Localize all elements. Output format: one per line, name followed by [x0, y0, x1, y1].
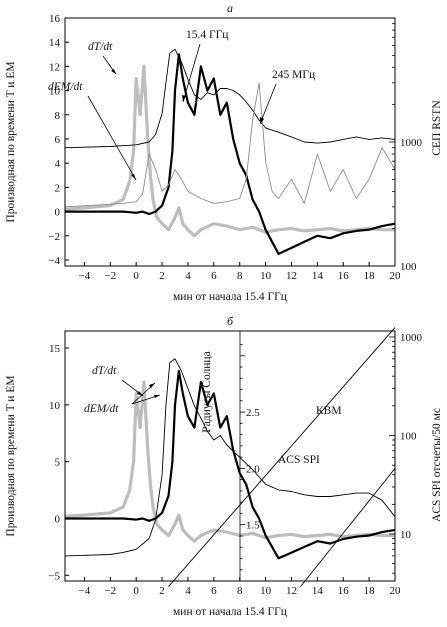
panel-b-plot	[64, 327, 396, 587]
panel-a-x-tick-label: 8	[237, 270, 243, 282]
panel-b: б −4 −2 0 2 4 6 8 10 12 14 16 18 20 −5 0 5 10 15 1.5 2.0 2…	[5, 314, 443, 618]
panel-a-plot	[64, 48, 396, 255]
panel-b-x-axis: −4 −2 0 2 4 6 8 10 12 14 16 18 20	[79, 577, 401, 597]
panel-a-x-tick-label: 18	[364, 270, 376, 282]
panel-b-arrowhead-dem-2	[154, 395, 160, 398]
panel-b-x-tick-label: 4	[185, 585, 191, 597]
panel-a-x-tick-label: 12	[286, 270, 297, 282]
panel-b-y-tick-label: 5	[55, 457, 61, 469]
panel-b-x-tick-label: 6	[211, 585, 217, 597]
panel-a: а −4 −2 0 2 4 6 8 10 12 14 16 18 20 −4 −2 0 2 4 6 8 10 12 14 1…	[5, 1, 443, 303]
panel-a-arrow-245	[259, 83, 277, 125]
panel-b-annotation-kvm: КВМ	[316, 405, 342, 417]
panel-b-mid-tick-label: 1.5	[246, 520, 260, 532]
panel-b-x-tick-label: 20	[390, 585, 402, 597]
panel-b-y-tick-label: 10	[49, 400, 61, 412]
panel-b-y-tick-label: 15	[49, 343, 61, 355]
panel-a-x-tick-label: 14	[312, 270, 324, 282]
panel-b-series-dT	[64, 380, 395, 543]
panel-a-x-tick-label: 0	[133, 270, 139, 282]
panel-a-series-dT	[64, 64, 395, 238]
panel-a-y-axis: −4 −2 0 2 4 6 8 10 12 14 16	[48, 13, 69, 267]
panel-b-x-tick-label: 18	[364, 585, 376, 597]
panel-b-x-tick-label: 12	[286, 585, 297, 597]
panel-b-y-axis: −5 0 5 10 15	[48, 343, 69, 582]
panel-a-x-tick-label: 20	[390, 270, 402, 282]
panel-a-y-tick-label: 2	[55, 182, 61, 194]
panel-b-series-kvm1	[168, 327, 396, 587]
panel-b-y-tick-label: −5	[48, 570, 60, 582]
panel-b-x-tick-label: 16	[338, 585, 350, 597]
panel-a-arrowhead-dt	[111, 69, 116, 74]
panel-b-mid-tick-label: 2.0	[246, 463, 260, 475]
panel-b-x-tick-label: −2	[104, 585, 116, 597]
panel-b-y-tick-label: 0	[55, 514, 61, 526]
panel-a-label: а	[227, 1, 233, 15]
panel-b-mid-tick-label: 2.5	[246, 407, 260, 419]
panel-a-annotation-dt: dT/dt	[88, 41, 113, 53]
panel-b-frame	[64, 330, 396, 582]
panel-a-arrowhead-dem	[131, 174, 136, 180]
panel-b-label: б	[227, 314, 234, 328]
panel-b-x-tick-label: 0	[133, 585, 139, 597]
panel-b-x-tick-label: 8	[237, 585, 243, 597]
panel-b-arrowhead-dem-1	[149, 383, 155, 388]
panel-a-annotation-154: 15.4 ГГц	[186, 29, 228, 41]
panel-b-right-axis: 10 100 1000	[389, 332, 423, 574]
panel-a-series-s245	[64, 82, 396, 208]
panel-a-right-axis: 100 1000	[389, 17, 423, 273]
panel-a-arrowhead-245	[260, 117, 264, 124]
panel-b-annotation-dem: dEM/dt	[84, 403, 119, 415]
panel-a-y-tick-label: 4	[55, 158, 61, 170]
panel-a-x-tick-label: 10	[260, 270, 272, 282]
panel-a-y-tick-label: 0	[55, 207, 61, 219]
panel-b-x-tick-label: −4	[79, 585, 91, 597]
panel-a-y-tick-label: 16	[49, 13, 61, 25]
panel-a-x-tick-label: 6	[211, 270, 217, 282]
panel-a-annotation-dem: dEM/dt	[48, 81, 83, 93]
panel-a-right-tick-label: 100	[400, 261, 417, 273]
panel-b-right-tick-label: 1000	[400, 332, 423, 344]
panel-a-x-title: мин от начала 15.4 ГГц	[173, 291, 287, 303]
panel-a-y-tick-label: 12	[49, 61, 60, 73]
panel-a-y-tick-label: 8	[55, 110, 61, 122]
panel-b-x-tick-label: 10	[260, 585, 272, 597]
panel-a-y-tick-label: 14	[49, 37, 61, 49]
panel-b-annotation-acs: ACS SPI	[278, 454, 320, 466]
panel-b-x-tick-label: 14	[312, 585, 324, 597]
panel-a-y-title: Производная по времени T и EM	[5, 61, 17, 222]
panel-a-y-tick-label: 6	[55, 134, 61, 146]
panel-b-mid-axis: 1.5 2.0 2.5	[239, 331, 260, 581]
panel-b-series-acs	[64, 358, 396, 557]
panel-a-annotation-245: 245 МГц	[272, 69, 315, 81]
panel-a-right-tick-label: 1000	[400, 137, 423, 149]
panel-b-right-tick-label: 100	[400, 430, 417, 442]
panel-a-x-tick-label: 16	[338, 270, 350, 282]
panel-a-right-title: СЕП RSTN	[431, 100, 443, 156]
panel-a-arrow-154	[182, 43, 201, 103]
panel-b-right-title: ACS SPI отсчеты/50 мс	[431, 408, 443, 522]
panel-a-arrow-dem	[87, 95, 137, 181]
panel-a-y-tick-label: 10	[49, 86, 61, 98]
panel-a-x-tick-label: −4	[79, 270, 91, 282]
panel-b-series-dEM	[65, 369, 396, 560]
panel-b-series-kvm2	[300, 468, 396, 587]
panel-b-x-title: мин от начала 15.4 ГГц	[173, 606, 287, 618]
panel-b-x-tick-label: 2	[159, 585, 165, 597]
panel-a-x-tick-label: −2	[104, 270, 116, 282]
panel-a-x-tick-label: 4	[185, 270, 191, 282]
panel-b-right-tick-label: 10	[400, 529, 412, 541]
panel-b-arrowhead-dt	[137, 391, 143, 396]
panel-a-series-s154	[64, 48, 396, 149]
panel-a-x-tick-label: 2	[159, 270, 165, 282]
panel-a-y-tick-label: −2	[48, 231, 60, 243]
panel-a-x-axis: −4 −2 0 2 4 6 8 10 12 14 16 18 20	[79, 262, 401, 282]
panel-b-y-title: Производная по времени T и EM	[5, 375, 17, 536]
panel-a-series-dEM	[65, 53, 396, 255]
panel-b-annotation-dt: dT/dt	[92, 365, 117, 377]
panel-b-mid-title: Радиусы Солнца	[201, 351, 213, 432]
panel-a-arrowhead-154	[182, 95, 186, 102]
panel-a-y-tick-label: −4	[48, 255, 60, 267]
